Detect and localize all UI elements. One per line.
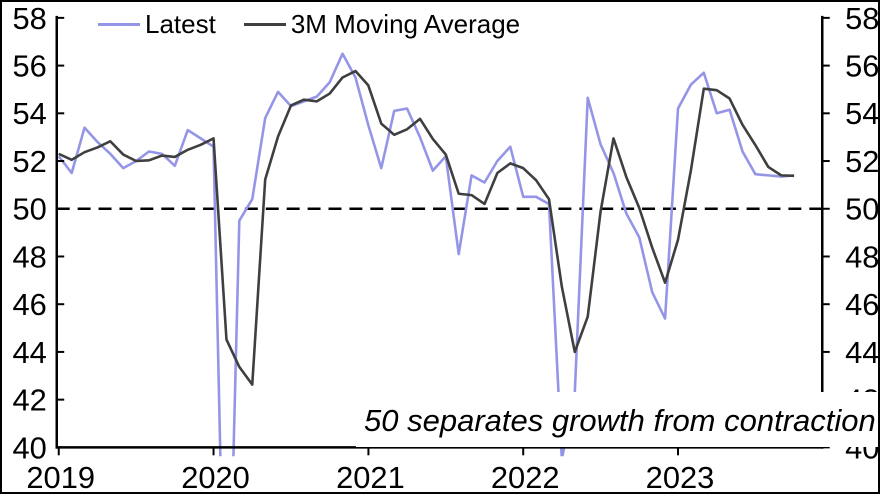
y-tick-label-left-42: 42 — [12, 383, 46, 418]
x-tick-label-2021: 2021 — [336, 460, 405, 492]
legend: Latest 3M Moving Average — [98, 6, 520, 42]
y-tick-label-right-52: 52 — [845, 144, 878, 179]
latest-series-line — [57, 52, 795, 457]
y-tick-label-left-54: 54 — [12, 96, 46, 131]
legend-label-latest: Latest — [145, 8, 216, 39]
y-tick-label-left-44: 44 — [12, 335, 46, 370]
legend-item-latest: Latest — [98, 9, 216, 40]
y-tick-label-right-54: 54 — [845, 96, 878, 131]
y-tick-label-left-46: 46 — [12, 287, 46, 322]
moving-average-line-swatch — [243, 22, 286, 26]
latest-line-swatch — [98, 22, 140, 26]
legend-label-3m-moving-average: 3M Moving Average — [290, 8, 521, 39]
y-tick-label-right-44: 44 — [845, 335, 878, 370]
y-tick-label-right-58: 58 — [845, 2, 878, 36]
y-tick-label-right-48: 48 — [845, 239, 878, 274]
y-tick-label-left-40: 40 — [12, 430, 46, 465]
y-tick-label-left-50: 50 — [12, 192, 46, 227]
y-tick-label-left-58: 58 — [12, 2, 46, 36]
x-tick-label-2022: 2022 — [491, 460, 560, 492]
y-tick-label-right-56: 56 — [845, 49, 878, 84]
x-tick-label-2023: 2023 — [646, 460, 715, 492]
y-tick-label-left-56: 56 — [12, 49, 46, 84]
y-tick-label-right-46: 46 — [845, 287, 878, 322]
x-tick-label-2020: 2020 — [181, 460, 250, 492]
y-tick-label-left-48: 48 — [12, 239, 46, 274]
y-tick-label-right-50: 50 — [845, 192, 878, 227]
y-tick-label-left-52: 52 — [12, 144, 46, 179]
legend-item-3m-moving-average: 3M Moving Average — [243, 8, 521, 40]
reference-line-annotation: 50 separates growth from contraction — [356, 392, 878, 447]
moving-average-series-line — [58, 69, 795, 386]
x-tick-label-2019: 2019 — [26, 460, 95, 492]
